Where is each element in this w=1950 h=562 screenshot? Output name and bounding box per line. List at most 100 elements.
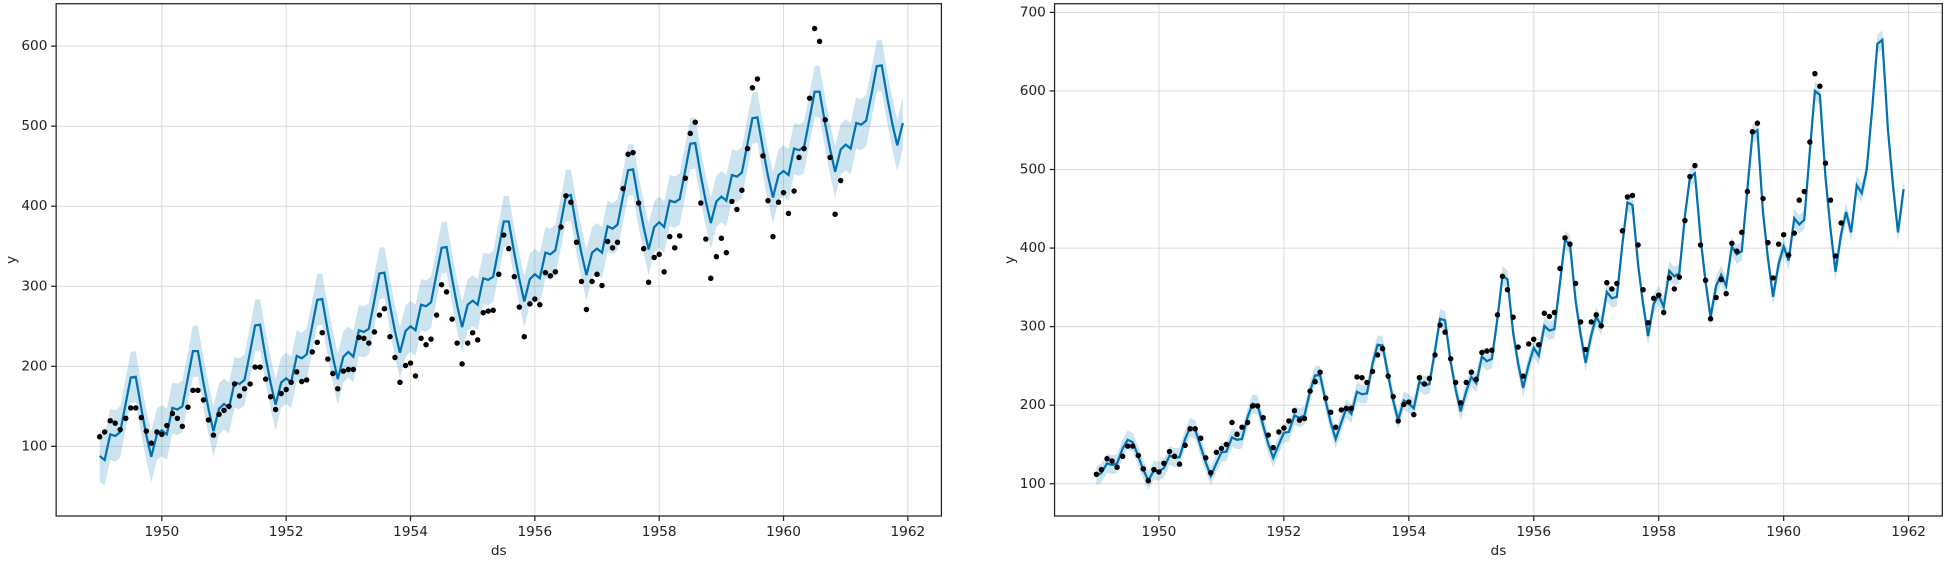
observed-point [236,393,243,399]
observed-point [459,361,465,367]
observed-point [1520,373,1526,379]
observed-point [1198,435,1204,441]
observed-point [1176,461,1183,467]
y-tick-label: 400 [21,198,47,214]
observed-point [791,188,797,194]
y-tick-label: 400 [1020,240,1046,256]
observed-point [381,305,388,312]
observed-point [1650,295,1657,302]
y-tick-label: 300 [1020,319,1046,335]
observed-point [1801,188,1808,195]
observed-point [200,397,207,403]
observed-point [1702,277,1709,284]
uncertainty-band [99,39,903,486]
observed-point [785,210,792,217]
observed-point [760,153,766,159]
observed-point [1322,395,1329,401]
observed-point [516,304,523,310]
observed-point [418,335,424,342]
observed-point [667,233,673,240]
observed-point [1734,248,1740,254]
observed-point [744,145,751,152]
observed-point [1827,197,1834,203]
observed-point [1312,378,1318,385]
observed-point [1541,310,1548,317]
observed-point [1457,400,1464,406]
observed-point [708,275,714,282]
y-tick-label: 500 [21,118,47,134]
observed-point [350,366,357,373]
observed-point [402,362,409,369]
observed-point [1332,424,1339,430]
observed-point [148,440,155,446]
observed-point [816,38,823,45]
observed-point [1796,197,1803,203]
observed-point [1301,415,1308,422]
observed-point [1338,407,1345,413]
observed-point [1369,368,1376,375]
observed-point [366,340,372,346]
observed-point [1093,471,1100,478]
observed-point [356,334,362,341]
observed-point [640,245,647,252]
observed-point [1754,120,1761,126]
observed-point [822,117,828,123]
observed-point [1812,70,1818,77]
observed-point [1452,379,1459,386]
observed-point [1317,369,1323,375]
observed-point [687,130,694,137]
y-axis-label: y [1002,256,1018,264]
observed-point [796,154,802,161]
observed-point [1265,432,1271,438]
observed-point [335,385,341,392]
observed-point [387,333,393,340]
x-tick-label: 1958 [642,524,677,540]
observed-point [1109,458,1115,464]
observed-point [1780,231,1787,238]
observed-point [392,354,398,361]
observed-point [231,381,238,387]
observed-point [1682,217,1688,224]
observed-point [801,145,807,152]
observed-point [1416,374,1423,381]
observed-point [1671,286,1678,292]
observed-point [1562,235,1568,241]
observed-point [164,422,170,429]
observed-point [371,329,378,335]
observed-point [1161,460,1167,467]
observed-point [1218,445,1225,452]
observed-point [1807,139,1813,145]
observed-point [754,76,761,82]
observed-point [314,339,320,346]
observed-point [1426,375,1433,382]
observed-point [703,236,709,242]
observed-point [1156,469,1162,475]
observed-point [1504,286,1511,293]
observed-point [325,356,331,362]
observed-point [1411,411,1417,418]
observed-point [770,233,776,240]
observed-point [1510,314,1516,320]
observed-point [278,390,284,397]
y-tick-label: 300 [21,278,47,294]
observed-point [1114,464,1120,471]
observed-point [1281,425,1287,431]
observed-point [1270,444,1276,451]
observed-point [138,414,145,421]
observed-point [573,239,580,245]
observed-point [412,373,419,379]
observed-point [340,368,347,374]
observed-point [376,312,383,318]
observed-point [443,289,450,295]
observed-point [132,405,139,411]
observed-point [1463,379,1470,386]
observed-point [635,200,642,206]
observed-point [676,233,683,239]
observed-point [428,336,434,342]
observed-point [594,271,600,278]
observed-point [609,245,616,251]
observed-point [490,307,496,314]
observed-point [1385,373,1391,379]
observed-point [578,278,585,285]
observed-point [1609,286,1615,292]
